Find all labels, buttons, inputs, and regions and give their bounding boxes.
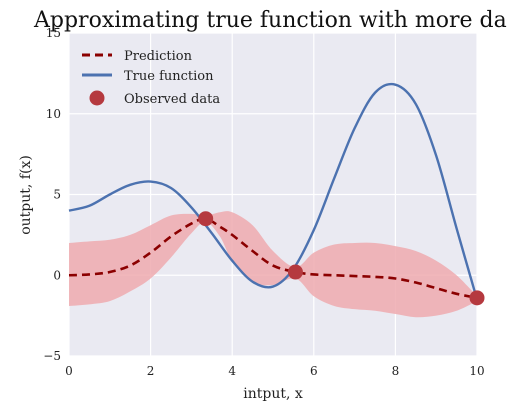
x-tick-label: 8 bbox=[392, 364, 400, 378]
x-axis-label: intput, x bbox=[243, 386, 303, 402]
y-tick-label: 5 bbox=[53, 188, 61, 202]
y-tick-labels: −5 0 5 10 15 bbox=[43, 26, 61, 363]
legend: Prediction True function Observed data bbox=[82, 49, 220, 107]
y-tick-label: 0 bbox=[53, 268, 61, 282]
x-tick-label: 0 bbox=[65, 364, 73, 378]
legend-prediction-label: Prediction bbox=[124, 49, 193, 64]
observed-data-point bbox=[198, 211, 214, 227]
observed-data-point bbox=[287, 264, 303, 280]
x-tick-label: 2 bbox=[147, 364, 155, 378]
legend-true-function-label: True function bbox=[124, 69, 214, 84]
legend-observed-data-swatch bbox=[89, 90, 105, 106]
x-tick-label: 10 bbox=[469, 364, 484, 378]
x-tick-label: 4 bbox=[228, 364, 236, 378]
x-tick-labels: 0 2 4 6 8 10 bbox=[65, 364, 484, 378]
prediction-line bbox=[68, 217, 478, 300]
y-tick-label: 10 bbox=[46, 107, 61, 121]
legend-observed-data-label: Observed data bbox=[124, 92, 220, 107]
true-function-line bbox=[68, 82, 479, 300]
x-tick-label: 6 bbox=[310, 364, 318, 378]
y-tick-label: 15 bbox=[46, 26, 61, 40]
observed-data-point bbox=[469, 290, 485, 306]
chart-title: Approximating true function with more da… bbox=[33, 8, 507, 33]
series-group bbox=[68, 82, 479, 300]
observed-data-markers bbox=[198, 211, 485, 306]
y-axis-label: output, f(x) bbox=[18, 155, 34, 235]
y-tick-label: −5 bbox=[43, 349, 61, 363]
